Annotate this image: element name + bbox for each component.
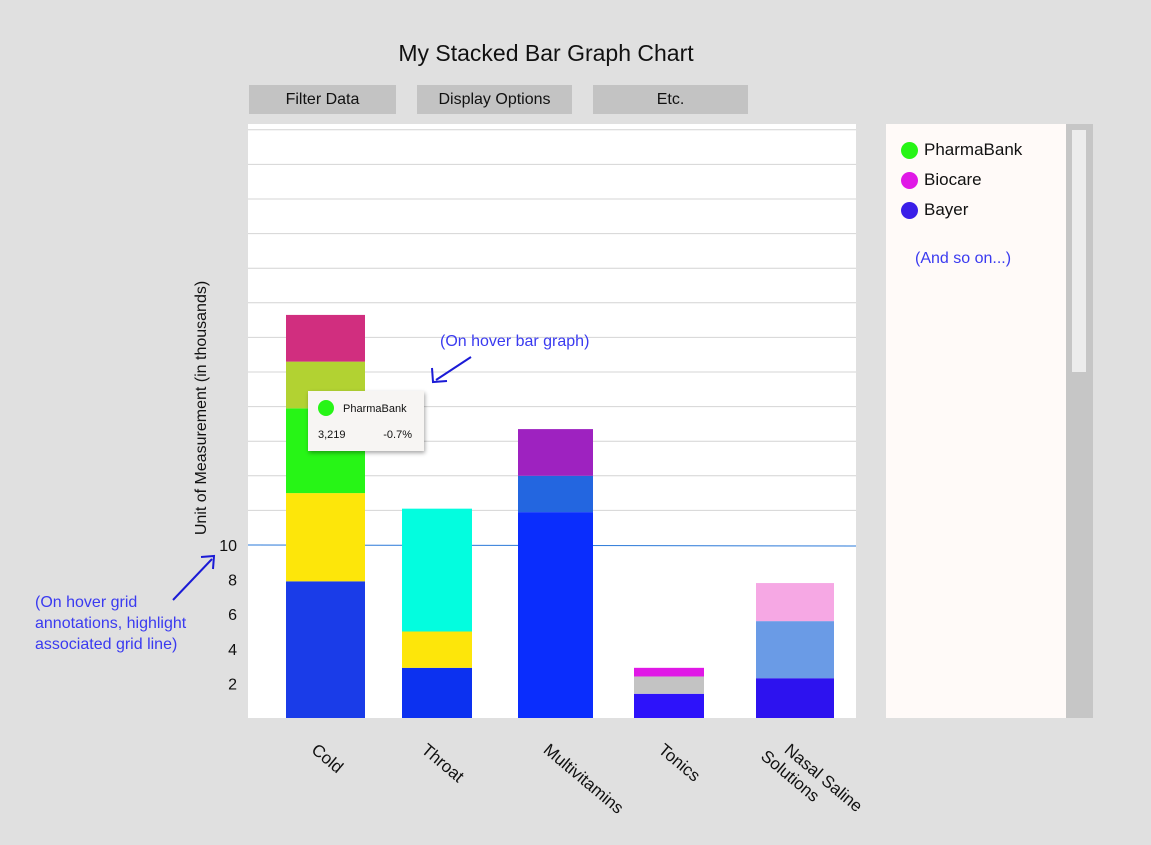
bar-annotation-arrow: [435, 356, 472, 381]
grid-annotation-arrow: [172, 558, 213, 601]
legend-scrollbar-thumb[interactable]: [1072, 130, 1086, 372]
bar-segment[interactable]: [518, 475, 593, 513]
bar-segment[interactable]: [634, 676, 704, 694]
tooltip-series-dot-icon: [318, 400, 334, 416]
filter-data-button[interactable]: Filter Data: [249, 85, 396, 114]
y-tick-label[interactable]: 2: [228, 676, 237, 693]
legend-panel: PharmaBank Biocare Bayer (And so on...): [886, 124, 1066, 718]
tooltip-series-name: PharmaBank: [343, 403, 407, 415]
legend-scrollbar[interactable]: [1066, 124, 1093, 718]
bar-annotation-arrowhead: [431, 367, 448, 384]
grid-hover-annotation-line: (On hover grid: [35, 594, 138, 611]
legend-swatch-icon: [901, 141, 918, 159]
bar-segment[interactable]: [634, 667, 704, 677]
y-tick-label[interactable]: 10: [219, 538, 237, 555]
legend-more-text: (And so on...): [915, 250, 1012, 267]
bar-hover-annotation: (On hover bar graph): [440, 333, 590, 350]
legend-item-biocare[interactable]: Biocare: [901, 170, 982, 190]
legend-swatch-icon: [901, 171, 918, 189]
tooltip-value: 3,219: [318, 429, 346, 441]
bar-segment[interactable]: [518, 429, 593, 476]
hover-tooltip: PharmaBank 3,219 -0.7%: [308, 391, 424, 451]
chart-title: My Stacked Bar Graph Chart: [398, 40, 694, 66]
bar-segment[interactable]: [756, 583, 834, 622]
y-tick-label[interactable]: 4: [228, 642, 237, 659]
legend-label: PharmaBank: [924, 140, 1023, 159]
etc-button[interactable]: Etc.: [593, 85, 748, 114]
bar-segment[interactable]: [518, 512, 593, 718]
y-axis-label: Unit of Measurement (in thousands): [193, 280, 210, 536]
bar-segment[interactable]: [402, 667, 472, 718]
tooltip-change: -0.7%: [383, 429, 412, 441]
bar-segment[interactable]: [402, 508, 472, 632]
bar-segment[interactable]: [756, 678, 834, 718]
bar-segment[interactable]: [402, 631, 472, 668]
legend-label: Biocare: [924, 170, 982, 189]
legend-item-pharmabank[interactable]: PharmaBank: [901, 140, 1022, 160]
grid-hover-annotation-line: associated grid line): [35, 636, 178, 653]
bar-segment[interactable]: [634, 693, 704, 718]
bar-segment[interactable]: [286, 314, 365, 362]
grid-hover-annotation-line: annotations, highlight: [35, 615, 187, 632]
legend-swatch-icon: [901, 201, 918, 219]
y-tick-label[interactable]: 6: [228, 607, 237, 624]
legend-item-bayer[interactable]: Bayer: [901, 200, 968, 220]
display-options-button[interactable]: Display Options: [417, 85, 572, 114]
bar-segment[interactable]: [756, 621, 834, 679]
bar-segment[interactable]: [286, 581, 365, 718]
grid-hover-annotation: (On hover grid annotations, highlight as…: [35, 592, 225, 655]
legend-label: Bayer: [924, 200, 969, 219]
bar-segment[interactable]: [286, 493, 365, 582]
y-tick-label[interactable]: 8: [228, 573, 237, 590]
grid-annotation-arrowhead: [200, 554, 216, 570]
